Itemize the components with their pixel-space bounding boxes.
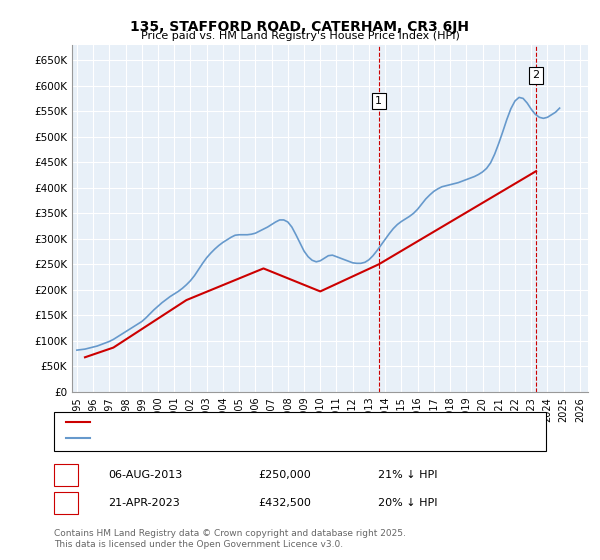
Text: 1: 1	[375, 96, 382, 106]
Text: 135, STAFFORD ROAD, CATERHAM, CR3 6JH: 135, STAFFORD ROAD, CATERHAM, CR3 6JH	[131, 20, 470, 34]
Text: 1: 1	[62, 470, 70, 480]
Text: 2: 2	[533, 71, 539, 81]
Text: HPI: Average price, semi-detached house, Tandridge: HPI: Average price, semi-detached house,…	[96, 433, 352, 444]
Text: £432,500: £432,500	[258, 498, 311, 508]
Text: 21-APR-2023: 21-APR-2023	[108, 498, 180, 508]
Text: 135, STAFFORD ROAD, CATERHAM, CR3 6JH (semi-detached house): 135, STAFFORD ROAD, CATERHAM, CR3 6JH (s…	[96, 417, 425, 427]
Text: 06-AUG-2013: 06-AUG-2013	[108, 470, 182, 480]
Text: Price paid vs. HM Land Registry's House Price Index (HPI): Price paid vs. HM Land Registry's House …	[140, 31, 460, 41]
Text: 2: 2	[62, 498, 70, 508]
Text: £250,000: £250,000	[258, 470, 311, 480]
Text: 20% ↓ HPI: 20% ↓ HPI	[378, 498, 437, 508]
Text: Contains HM Land Registry data © Crown copyright and database right 2025.
This d: Contains HM Land Registry data © Crown c…	[54, 529, 406, 549]
Text: 21% ↓ HPI: 21% ↓ HPI	[378, 470, 437, 480]
